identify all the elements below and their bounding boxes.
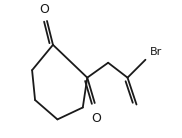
Text: O: O [91, 112, 101, 125]
Text: O: O [39, 3, 49, 17]
Text: Br: Br [150, 47, 162, 57]
